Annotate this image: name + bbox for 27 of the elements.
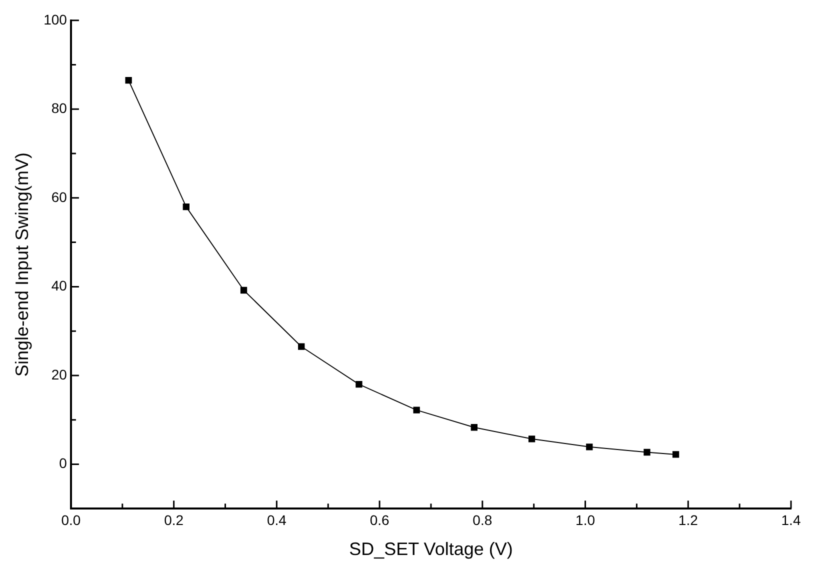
y-axis-title: Single-end Input Swing(mV) <box>12 152 32 377</box>
x-tick-label: 0.6 <box>370 512 390 528</box>
point <box>672 451 680 458</box>
point <box>644 448 650 456</box>
point <box>528 436 536 442</box>
x-tick-label: 0.0 <box>61 512 81 528</box>
x-tick-label: 1.4 <box>781 512 801 528</box>
x-axis-title: SD_SET Voltage (V) <box>349 539 513 560</box>
point <box>182 203 190 210</box>
x-tick-label: 0.4 <box>266 512 287 528</box>
y-tick-label: 60 <box>51 188 68 205</box>
y-tick-label: 40 <box>51 278 68 294</box>
x-tick-label: 0.2 <box>164 512 184 528</box>
y-tick-label: 80 <box>51 100 68 116</box>
y-tick-label: 100 <box>44 11 68 28</box>
point <box>586 444 593 450</box>
point <box>298 343 305 350</box>
y-tick-label: 0 <box>59 455 68 472</box>
y-tick-label: 20 <box>51 366 68 382</box>
x-tick-label: 0.8 <box>472 512 492 528</box>
point <box>470 424 478 431</box>
point <box>356 381 362 388</box>
point <box>413 406 420 414</box>
x-tick-label: 1.0 <box>576 512 596 528</box>
point <box>240 286 248 294</box>
x-tick-label: 1.2 <box>678 512 698 528</box>
point <box>125 76 132 84</box>
